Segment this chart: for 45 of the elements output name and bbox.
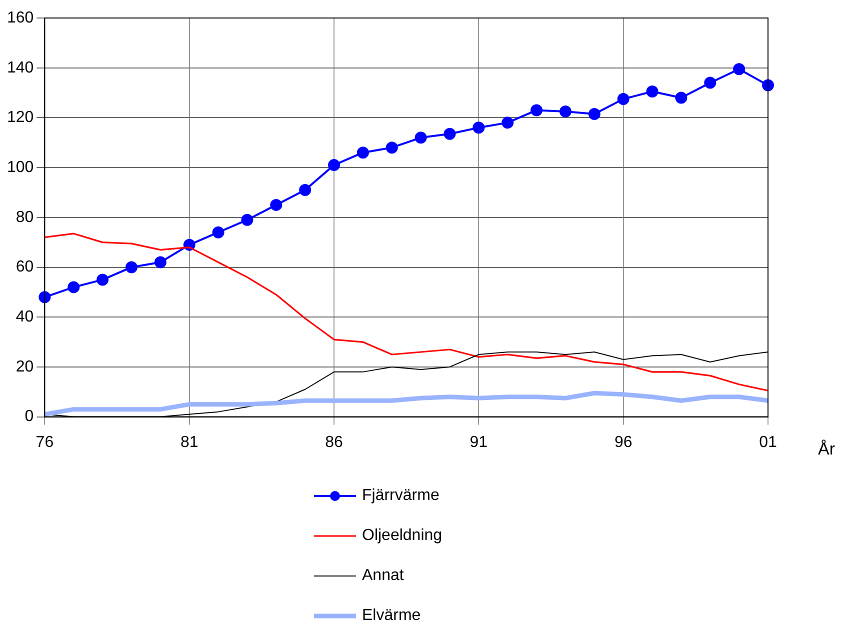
x-axis-title: År: [818, 439, 836, 458]
y-tick-label: 40: [16, 308, 34, 326]
point: [356, 146, 369, 159]
point: [704, 76, 716, 89]
point: [502, 116, 514, 129]
point: [444, 128, 456, 140]
point: [270, 198, 282, 211]
point: [38, 291, 51, 304]
y-tick-label: 120: [6, 109, 34, 126]
y-tick-label: 0: [24, 408, 34, 426]
x-tick-label: 86: [325, 434, 344, 451]
x-tick-label: 91: [470, 434, 488, 451]
point: [386, 142, 398, 154]
point: [154, 256, 166, 268]
y-tick-label: 140: [6, 59, 34, 76]
point: [472, 122, 485, 134]
point: [733, 63, 746, 76]
point: [675, 92, 688, 104]
x-tick-label: 96: [614, 434, 632, 451]
point: [212, 226, 224, 238]
point: [241, 214, 254, 226]
x-tick-label: 76: [36, 434, 54, 451]
point: [588, 108, 600, 120]
y-tick-label: 160: [6, 9, 34, 26]
point: [96, 274, 109, 286]
point: [530, 104, 543, 116]
point: [68, 281, 80, 294]
legend-label: Oljeeldning: [362, 527, 442, 545]
legend-label: Fjärrvärme: [362, 487, 440, 505]
y-tick-label: 60: [16, 258, 34, 276]
y-tick-label: 20: [16, 358, 34, 376]
point: [328, 159, 340, 172]
point: [299, 184, 312, 196]
point: [125, 261, 138, 274]
x-tick-label: 81: [180, 434, 198, 451]
y-tick-label: 80: [16, 208, 34, 226]
point: [414, 132, 427, 144]
legend-label: Elvärme: [362, 607, 421, 625]
point: [762, 79, 774, 92]
point: [559, 105, 572, 118]
y-tick-label: 100: [6, 158, 34, 176]
x-tick-label: 01: [759, 434, 777, 451]
point: [617, 93, 630, 106]
point: [646, 86, 658, 98]
legend-label: Annat: [362, 567, 404, 585]
